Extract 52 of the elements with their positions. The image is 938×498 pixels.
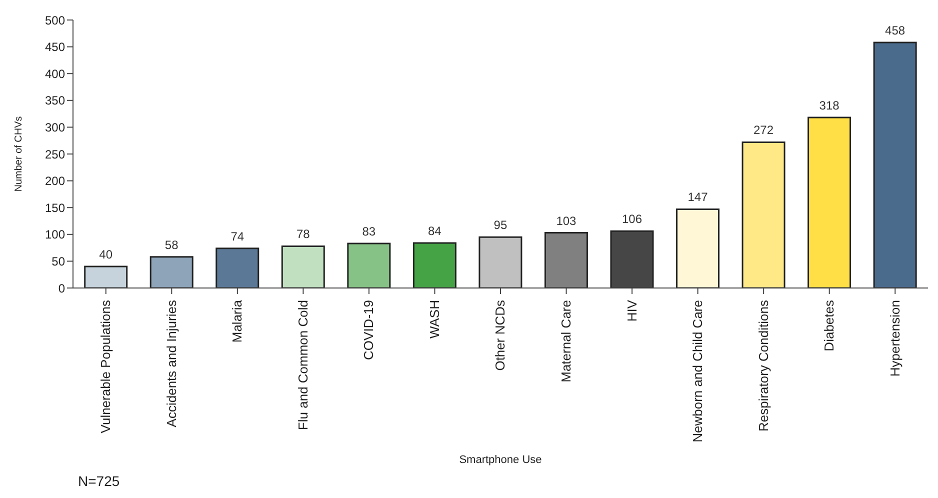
data-label: 40 [99,248,113,262]
y-tick-label: 50 [52,254,66,268]
y-tick-label: 400 [44,66,66,81]
data-label: 272 [754,123,774,138]
bar [281,245,325,288]
x-tick-label: HIV [624,300,640,322]
bar [150,256,194,288]
bar [347,242,391,288]
y-tick-label: 450 [44,40,66,54]
x-tick-label: Newborn and Child Care [690,300,706,442]
text: N=725 [78,473,121,489]
bar [873,42,917,288]
bar [742,141,786,288]
x-tick-label: Respiratory Conditions [756,300,771,432]
y-tick-label: 0 [58,281,66,296]
y-tick-label: 200 [44,174,66,188]
y-tick-label: 100 [44,228,66,242]
y-tick-label: 500 [44,13,66,28]
x-tick-label: Other NCDs [492,300,508,371]
x-tick-label: Maternal Care [558,300,574,382]
x-tick-label: Vulnerable Populations [98,300,114,434]
x-tick-label: WASH [426,300,442,339]
bar [544,232,588,288]
data-label: 147 [688,190,708,204]
x-tick-label: Hypertension [887,300,902,377]
data-label: 103 [556,214,577,228]
y-tick-label: 300 [44,120,66,134]
data-label: 83 [362,224,376,239]
y-tick-label: 250 [44,147,66,162]
x-tick-label: Malaria [230,299,245,343]
data-label: 78 [296,227,310,242]
bar [808,116,852,288]
y-tick-label: 150 [44,200,66,215]
data-label: 58 [164,238,179,252]
data-label: 74 [230,229,244,244]
x-tick-label: Accidents and Injuries [164,300,179,428]
data-label: 106 [622,212,642,226]
data-label: 458 [885,24,906,38]
data-label: 84 [428,224,442,238]
y-axis-title: Number of CHVs [14,116,25,192]
x-axis-title: Smartphone Use [459,454,542,466]
bar [84,266,128,288]
bar [676,208,720,288]
data-label: 95 [494,218,508,232]
bar [216,248,260,288]
x-tick-label: COVID-19 [361,300,376,360]
bar [478,236,522,288]
data-label: 318 [819,98,840,113]
y-tick-label: 350 [44,94,66,108]
x-tick-label: Diabetes [822,300,837,352]
bar [412,242,456,288]
x-tick-label: Flu and Common Cold [295,300,310,430]
